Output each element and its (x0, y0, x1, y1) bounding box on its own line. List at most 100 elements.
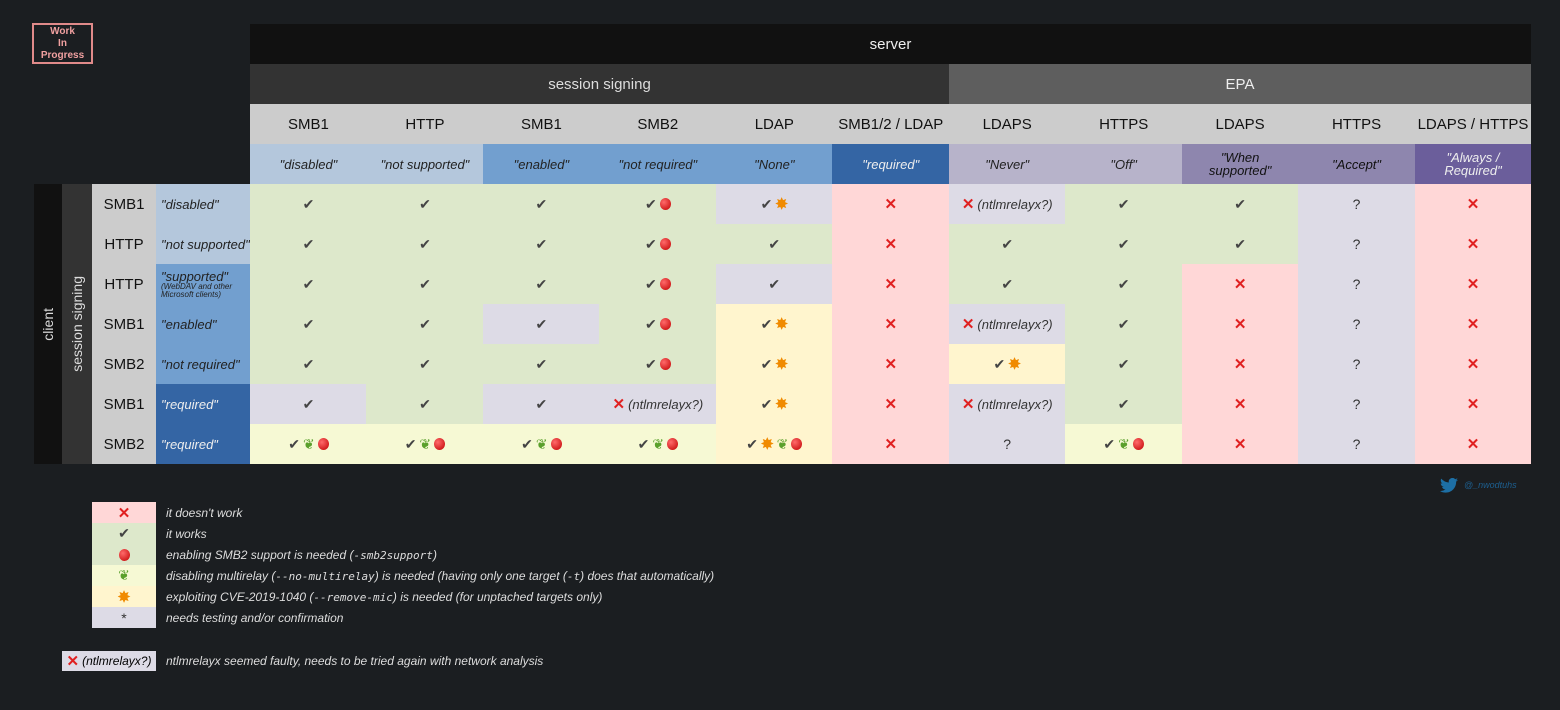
client-session-signing-label: session signing (69, 276, 85, 372)
matrix-cell: ✕ (1181, 304, 1299, 344)
column-protocol-header: HTTPS (1065, 104, 1183, 144)
check-icon: ✔ (993, 355, 1006, 372)
check-icon: ✔ (302, 355, 315, 372)
matrix-cell: ✔ (948, 224, 1066, 264)
ntlm-note: (ntlmrelayx?) (977, 316, 1053, 332)
leaf-icon: ❦ (535, 435, 548, 452)
cross-icon: ✕ (117, 504, 131, 522)
matrix-cell: ✔ (1065, 384, 1183, 424)
check-icon: ✔ (1234, 195, 1246, 212)
legend-ntlm-text: ntlmrelayx seemed faulty, needs to be tr… (166, 654, 544, 668)
check-icon: ✔ (637, 435, 650, 452)
matrix-cell: ✕ (832, 384, 950, 424)
check-icon: ✔ (404, 435, 417, 452)
row-value-text: "supported" (161, 268, 229, 284)
matrix-cell: ✔ ❦ (366, 424, 484, 464)
legend-text-part: -t (566, 570, 581, 583)
check-icon: ✔ (1117, 315, 1130, 332)
twitter-handle[interactable]: @_nwodtuhs (1440, 476, 1530, 494)
matrix-cell: ✕ (1414, 224, 1532, 264)
matrix-cell: ✔ ✸ (715, 184, 833, 224)
matrix-cell: ✔ ❦ (1065, 424, 1183, 464)
cross-icon: ✕ (1466, 396, 1480, 413)
explosion-icon: ✸ (775, 356, 788, 373)
column-value-header: "Accept" (1298, 144, 1416, 184)
matrix-cell: ✕ (1181, 424, 1299, 464)
explosion-icon: ✸ (761, 436, 774, 453)
matrix-cell: ✔ (366, 384, 484, 424)
matrix-cell: ✕ (832, 424, 950, 464)
check-icon: ✔ (419, 395, 431, 412)
check-icon: ✔ (768, 275, 781, 292)
matrix-cell: ✔ (715, 224, 833, 264)
client-label-bar: client (34, 184, 62, 464)
apple-icon (317, 438, 329, 450)
matrix-cell: ✔ ✸ (715, 304, 833, 344)
explosion-icon: ✸ (117, 588, 131, 606)
matrix-cell: ✔ (366, 184, 484, 224)
row-value-text: "required" (161, 396, 218, 412)
check-icon: ✔ (644, 235, 657, 252)
column-protocol-header: SMB1 (482, 104, 600, 144)
check-icon: ✔ (1001, 235, 1014, 252)
check-icon: ✔ (419, 355, 431, 372)
matrix-cell: ? (1298, 264, 1416, 304)
check-icon: ✔ (1117, 395, 1130, 412)
check-icon: ✔ (760, 355, 773, 372)
apple-icon (550, 438, 562, 450)
session-signing-header: session signing (250, 64, 949, 104)
legend-text-part: enabling SMB2 support is needed ( (166, 548, 354, 562)
cross-icon: ✕ (612, 396, 626, 413)
matrix-cell: ✔ ❦ (599, 424, 717, 464)
column-protocol-header: SMB1 (250, 104, 367, 144)
matrix-cell: ✕ (1414, 384, 1532, 424)
legend-text: it works (166, 527, 207, 541)
matrix-cell: ✔ ✸ ❦ (715, 424, 833, 464)
check-icon: ✔ (302, 275, 315, 292)
legend-text-part: ) is needed (for unptached targets only) (392, 590, 603, 604)
explosion-icon: ✸ (775, 396, 788, 413)
matrix-cell: ✔ (1065, 184, 1183, 224)
row-value-label: "disabled" (156, 184, 250, 224)
check-icon: ✔ (760, 395, 773, 412)
legend-text-part: ) (432, 548, 437, 562)
matrix-cell: ✔ (599, 344, 717, 384)
client-session-signing-bar: session signing (62, 184, 92, 464)
leaf-icon: ❦ (419, 435, 432, 452)
legend-text-part: exploiting CVE-2019-1040 ( (166, 590, 314, 604)
cross-icon: ✕ (1466, 196, 1480, 213)
matrix-cell: ✕ (ntlmrelayx?) (948, 304, 1066, 344)
matrix-cell: ✕ (ntlmrelayx?) (948, 184, 1066, 224)
legend-text: exploiting CVE-2019-1040 (--remove-mic) … (166, 590, 602, 604)
matrix-cell: ✕ (832, 344, 950, 384)
legend-text-part: --no-multirelay (275, 570, 375, 583)
matrix-cell: ✔ (366, 304, 484, 344)
legend-swatch: ✔ (92, 523, 156, 544)
ntlm-note: (ntlmrelayx?) (628, 396, 704, 412)
row-protocol-label: SMB1 (92, 384, 156, 424)
legend-text-part: ) does that automatically) (580, 569, 715, 583)
matrix-cell: ? (1298, 184, 1416, 224)
cross-icon: ✕ (884, 316, 898, 333)
legend-text-part: disabling multirelay ( (166, 569, 276, 583)
explosion-icon: ✸ (775, 316, 788, 333)
ntlm-note: (ntlmrelayx?) (82, 654, 152, 668)
apple-icon (659, 198, 671, 210)
matrix-cell: ✔ (482, 264, 600, 304)
legend-text-part: -smb2support (353, 549, 433, 562)
matrix-cell: ✔ (250, 304, 367, 344)
cross-icon: ✕ (1466, 436, 1480, 453)
cross-icon: ✕ (884, 196, 898, 213)
legend-swatch: ❦ (92, 565, 156, 586)
legend-text: it doesn't work (166, 506, 243, 520)
apple-icon (659, 358, 671, 370)
matrix-cell: ✕ (1414, 184, 1532, 224)
matrix-cell: ? (1298, 384, 1416, 424)
matrix-cell: ✕ (ntlmrelayx?) (948, 384, 1066, 424)
matrix-cell: ✔ ❦ (482, 424, 600, 464)
cross-icon: ✕ (1466, 356, 1480, 373)
apple-icon (434, 438, 446, 450)
matrix-cell: ✔ (250, 344, 367, 384)
row-protocol-label: SMB1 (92, 184, 156, 224)
question-icon: ? (1352, 436, 1361, 452)
